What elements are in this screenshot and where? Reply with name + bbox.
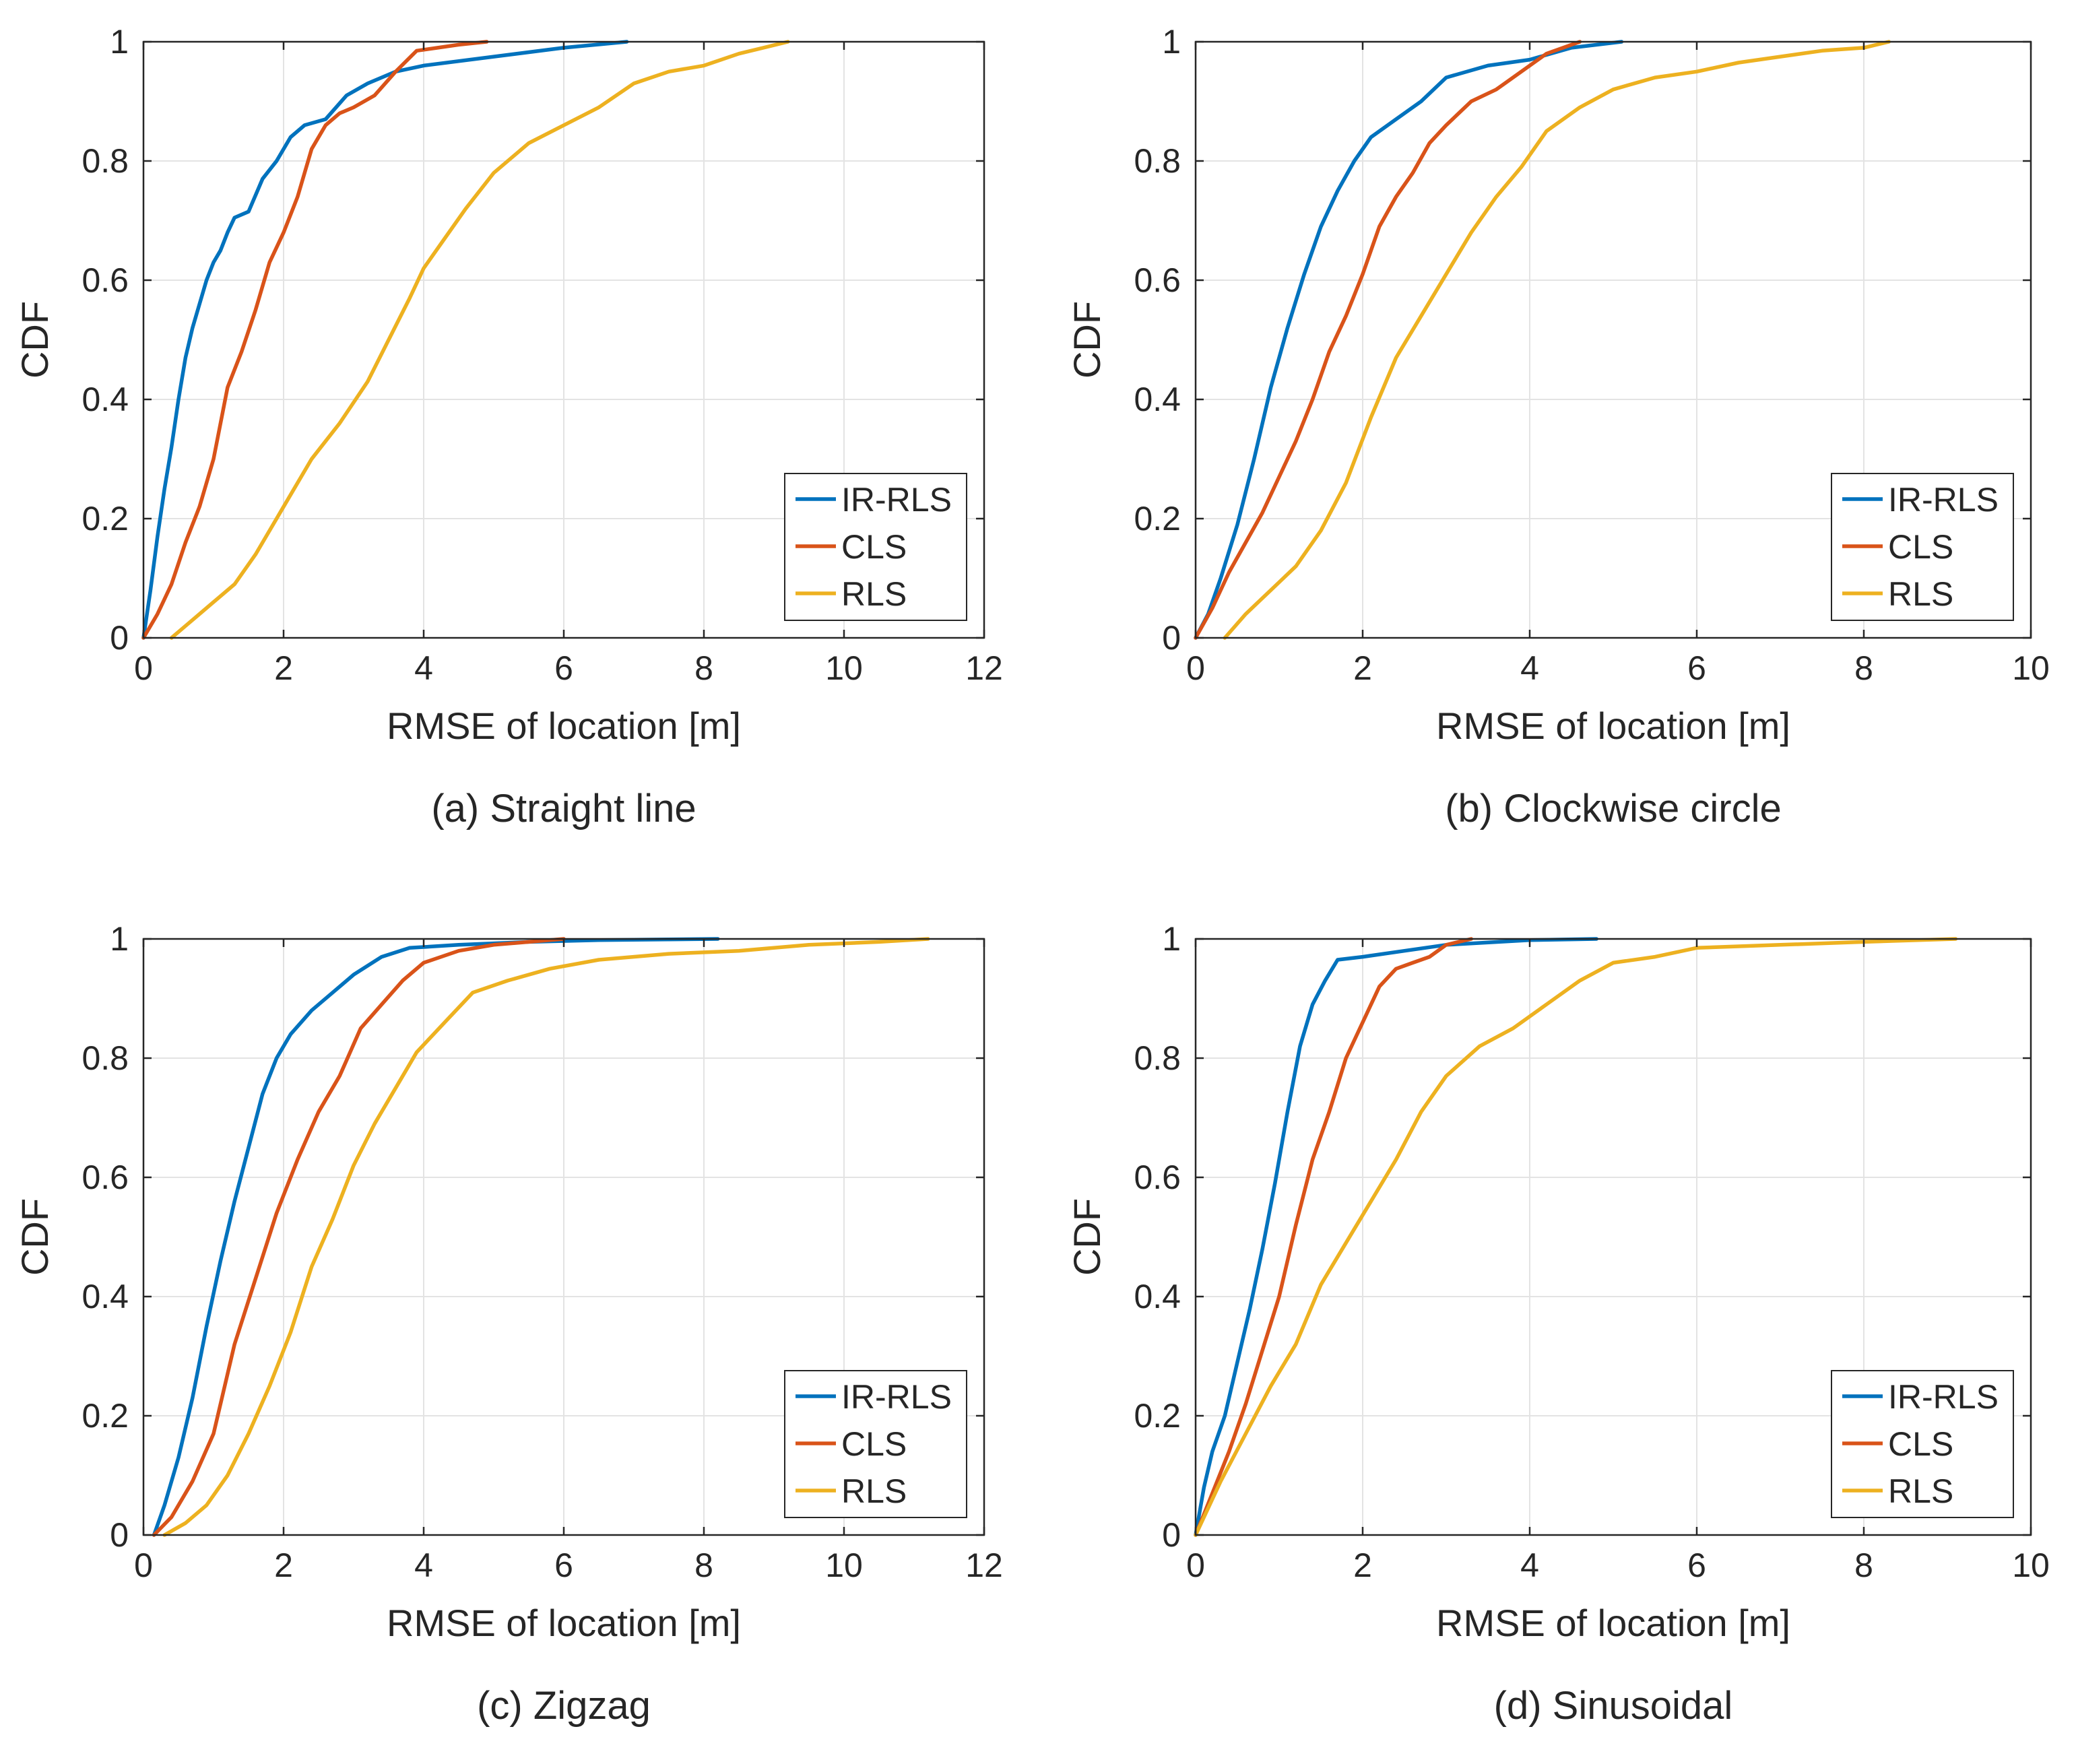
x-tick-label: 8 [1854,649,1873,687]
y-tick-label: 0.2 [82,1397,129,1435]
x-tick-label: 10 [2012,1546,2050,1584]
chart-2: 0 2 4 6 8 10 0 0.2 0.4 0.6 0.8 1 RMSE of location [m… [1066,23,2050,830]
y-tick-label: 0.6 [82,1158,129,1196]
subfigure-caption: (b) Clockwise circle [1445,787,1782,830]
y-tick-label: 0 [110,1516,129,1554]
x-axis-label: RMSE of location [m] [1436,705,1790,747]
series-line-rls [1223,40,1891,640]
x-tick-label: 6 [554,649,573,687]
y-tick-label: 0.8 [1134,1039,1181,1077]
legend-label-ir-rls: IR-RLS [841,1378,952,1416]
chart-1: 0 2 4 6 8 10 12 0 0.2 0.4 0.6 0.8 1 RMSE of location … [13,23,1003,830]
x-tick-label: 8 [694,1546,713,1584]
series-line-ir-rls [1194,937,1598,1537]
legend: IR-RLS CLS RLS [784,1370,967,1518]
x-tick-label: 2 [1353,1546,1372,1584]
legend-label-cls: CLS [841,528,907,566]
x-tick-label: 4 [414,1546,433,1584]
x-tick-label: 6 [1687,649,1706,687]
x-tick-label: 8 [1854,1546,1873,1584]
chart-3: 0 2 4 6 8 10 12 0 0.2 0.4 0.6 0.8 1 RMSE of location … [13,920,1003,1728]
x-tick-label: 6 [554,1546,573,1584]
y-tick-label: 1 [1162,23,1181,61]
legend: IR-RLS CLS RLS [1831,473,2014,621]
x-tick-label: 10 [825,649,863,687]
series-line-ir-rls [152,937,720,1537]
x-tick-label: 10 [825,1546,863,1584]
y-axis-label: CDF [1066,1198,1108,1276]
y-axis-label: CDF [13,301,56,379]
series-line-ir-rls [141,40,629,640]
chart-4: 0 2 4 6 8 10 0 0.2 0.4 0.6 0.8 1 RMSE of location [m… [1066,920,2050,1728]
y-tick-label: 0 [1162,1516,1181,1554]
y-axis-label: CDF [1066,301,1108,379]
x-tick-label: 12 [965,1546,1003,1584]
x-tick-label: 0 [134,1546,153,1584]
legend-label-cls: CLS [841,1425,907,1463]
legend-label-rls: RLS [841,1472,907,1510]
y-tick-label: 0.4 [82,1278,129,1315]
legend-label-ir-rls: IR-RLS [1888,481,1999,519]
x-tick-label: 4 [414,649,433,687]
y-tick-label: 0.8 [1134,142,1181,180]
y-tick-label: 0.2 [1134,1397,1181,1435]
y-tick-label: 0.6 [1134,261,1181,299]
y-tick-label: 1 [110,23,129,61]
x-tick-label: 4 [1520,1546,1539,1584]
axes-box [1194,40,2032,639]
y-tick-label: 0.4 [1134,381,1181,418]
x-axis-label: RMSE of location [m] [387,705,741,747]
y-tick-label: 0.6 [1134,1158,1181,1196]
legend-label-ir-rls: IR-RLS [841,481,952,519]
x-axis-label: RMSE of location [m] [387,1602,741,1644]
series-line-ir-rls [1194,40,1624,640]
x-axis-label: RMSE of location [m] [1436,1602,1790,1644]
subfigure-caption: (a) Straight line [431,787,696,830]
x-tick-label: 8 [694,649,713,687]
y-tick-label: 0.8 [82,142,129,180]
subfigure-caption: (c) Zigzag [477,1684,651,1728]
x-tick-label: 4 [1520,649,1539,687]
x-tick-label: 0 [1186,1546,1205,1584]
y-tick-label: 1 [1162,920,1181,958]
axes-box [1194,938,2032,1536]
y-tick-label: 0.4 [82,381,129,418]
x-tick-label: 10 [2012,649,2050,687]
legend-label-rls: RLS [841,575,907,613]
legend-label-ir-rls: IR-RLS [1888,1378,1999,1416]
series-line-cls [1194,937,1473,1537]
y-tick-label: 0.6 [82,261,129,299]
x-tick-label: 0 [1186,649,1205,687]
y-tick-label: 0.8 [82,1039,129,1077]
x-tick-label: 12 [965,649,1003,687]
y-tick-label: 0.2 [1134,500,1181,537]
x-tick-label: 2 [1353,649,1372,687]
y-tick-label: 0.4 [1134,1278,1181,1315]
series-line-rls [162,937,930,1537]
x-tick-label: 2 [274,1546,293,1584]
series-line-rls [1194,937,1958,1537]
legend-label-cls: CLS [1888,528,1953,566]
y-tick-label: 0 [1162,619,1181,657]
legend-label-cls: CLS [1888,1425,1953,1463]
legend: IR-RLS CLS RLS [784,473,967,621]
series-line-cls [1194,40,1582,640]
y-axis-label: CDF [13,1198,56,1276]
x-tick-label: 6 [1687,1546,1706,1584]
x-tick-label: 2 [274,649,293,687]
y-tick-label: 0 [110,619,129,657]
series-line-rls [169,40,790,640]
series-line-cls [141,40,489,640]
y-tick-label: 1 [110,920,129,958]
legend-label-rls: RLS [1888,1472,1953,1510]
legend: IR-RLS CLS RLS [1831,1370,2014,1518]
series-line-cls [152,937,566,1537]
legend-label-rls: RLS [1888,575,1953,613]
x-tick-label: 0 [134,649,153,687]
y-tick-label: 0.2 [82,500,129,537]
subfigure-caption: (d) Sinusoidal [1494,1684,1733,1728]
